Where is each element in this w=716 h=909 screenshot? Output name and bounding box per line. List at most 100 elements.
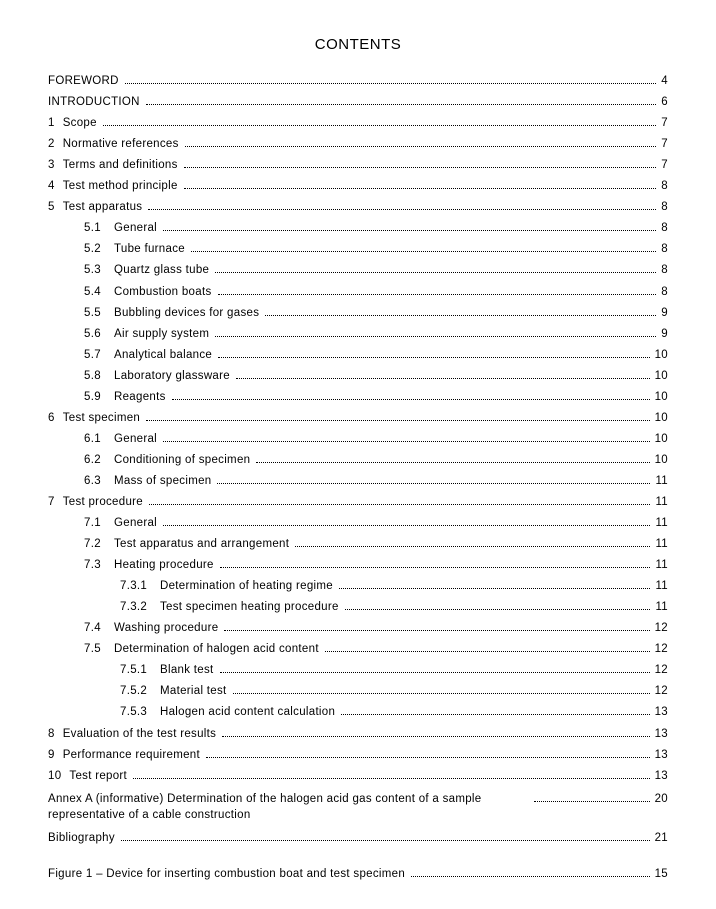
entry-number: 6	[48, 413, 63, 425]
entries-row: 9Performance requirement13	[48, 749, 668, 762]
entry-number: 7.3.1	[120, 581, 160, 593]
leader-dots	[345, 601, 651, 610]
entry-number: 5.3	[84, 265, 114, 277]
entry-number: 9	[48, 750, 63, 762]
entry-page: 11	[652, 602, 668, 614]
entry-page: 11	[652, 539, 668, 551]
entry-label: Test procedure	[63, 497, 146, 509]
entries-row: FOREWORD 4	[48, 75, 668, 88]
entry-label: Washing procedure	[114, 623, 221, 635]
entry-label: Heating procedure	[114, 560, 217, 572]
leader-dots	[218, 285, 657, 294]
entry-page: 13	[652, 729, 668, 741]
leader-dots	[125, 75, 657, 84]
entry-number: 2	[48, 139, 63, 151]
entries-row: 7.5.2Material test12	[120, 685, 668, 698]
leader-dots	[341, 706, 649, 715]
figures-list: Figure 1 – Device for inserting combusti…	[48, 867, 668, 880]
entry-label: Test apparatus	[63, 202, 146, 214]
entry-page: 12	[652, 665, 668, 677]
entries-row: 7.3Heating procedure11	[84, 559, 668, 572]
entry-page: 9	[658, 308, 668, 320]
leader-dots	[206, 749, 650, 758]
leader-dots	[220, 664, 650, 673]
leader-dots	[172, 391, 650, 400]
entries-row: 1Scope7	[48, 117, 668, 130]
entry-page: 10	[652, 371, 668, 383]
entry-label: Reagents	[114, 392, 169, 404]
entry-number: 5.5	[84, 308, 114, 320]
entry-number: 8	[48, 729, 63, 741]
leader-dots	[217, 475, 650, 484]
entries-row: INTRODUCTION6	[48, 96, 668, 109]
entry-label: Scope	[63, 118, 100, 130]
entry-label: Blank test	[160, 665, 217, 677]
entry-page: 21	[652, 833, 668, 845]
leader-dots	[265, 307, 656, 316]
entry-label: General	[114, 223, 160, 235]
entry-number: 5.9	[84, 392, 114, 404]
entries-row: 6.2Conditioning of specimen10	[84, 454, 668, 467]
entry-label: Material test	[160, 686, 230, 698]
entry-page: 8	[658, 287, 668, 299]
entry-page: 4	[658, 76, 668, 88]
entry-page: 11	[652, 560, 668, 572]
entry-number: 7.5.1	[120, 665, 160, 677]
leader-dots	[163, 517, 650, 526]
entries-row: 7.1General11	[84, 517, 668, 530]
entry-label: FOREWORD	[48, 76, 122, 88]
leader-dots	[121, 832, 650, 841]
entry-number: 7.5	[84, 644, 114, 656]
entry-label: Combustion boats	[114, 287, 215, 299]
entries-row: 7.3.1Determination of heating regime11	[120, 580, 668, 593]
entry-number: 5.6	[84, 329, 114, 341]
leader-dots	[534, 793, 650, 802]
entry-page: 12	[652, 623, 668, 635]
entry-label: General	[114, 518, 160, 530]
entry-label: Laboratory glassware	[114, 371, 233, 383]
entry-page: 10	[652, 413, 668, 425]
leader-dots	[411, 867, 650, 876]
section-gap	[48, 853, 668, 867]
entry-page: 11	[652, 497, 668, 509]
entry-label: Annex A (informative) Determination of t…	[48, 791, 531, 824]
entry-label: Quartz glass tube	[114, 265, 212, 277]
entry-number: 7.2	[84, 539, 114, 551]
leader-dots	[146, 412, 649, 421]
entry-label: Mass of specimen	[114, 476, 214, 488]
entry-label: Bubbling devices for gases	[114, 308, 262, 320]
entry-number: 7.3.2	[120, 602, 160, 614]
entry-number: 7.5.3	[120, 707, 160, 719]
entry-number: 5.4	[84, 287, 114, 299]
entry-label: Test method principle	[63, 181, 181, 193]
entry-label: Halogen acid content calculation	[160, 707, 338, 719]
entry-number: 7.5.2	[120, 686, 160, 698]
entry-number: 5.8	[84, 371, 114, 383]
leader-dots	[220, 559, 651, 568]
entries-row: 3Terms and definitions7	[48, 159, 668, 172]
entry-page: 8	[658, 223, 668, 235]
entry-label: Test report	[69, 771, 130, 783]
entries-row: 7.5.3Halogen acid content calculation13	[120, 706, 668, 719]
entries-row: 7.2Test apparatus and arrangement 11	[84, 538, 668, 551]
entry-label: General	[114, 434, 160, 446]
leader-dots	[163, 433, 650, 442]
leader-dots	[215, 264, 656, 273]
entry-label: Bibliography	[48, 833, 118, 845]
leader-dots	[295, 538, 650, 547]
entries-row: 5.6Air supply system9	[84, 328, 668, 341]
entry-label: Test apparatus and arrangement	[114, 539, 292, 551]
leader-dots	[222, 727, 649, 736]
leader-dots	[256, 454, 649, 463]
entries-row: 5.3Quartz glass tube8	[84, 264, 668, 277]
entries-row: Bibliography 21	[48, 832, 668, 845]
entry-page: 10	[652, 455, 668, 467]
table-of-contents: FOREWORD4INTRODUCTION61Scope72Normative …	[48, 75, 668, 845]
entry-page: 12	[652, 644, 668, 656]
entry-number: 5.1	[84, 223, 114, 235]
entry-page: 10	[652, 350, 668, 362]
entry-label: Test specimen	[63, 413, 143, 425]
entry-label: Determination of halogen acid content	[114, 644, 322, 656]
entry-label: Test specimen heating procedure	[160, 602, 342, 614]
leader-dots	[163, 222, 656, 231]
